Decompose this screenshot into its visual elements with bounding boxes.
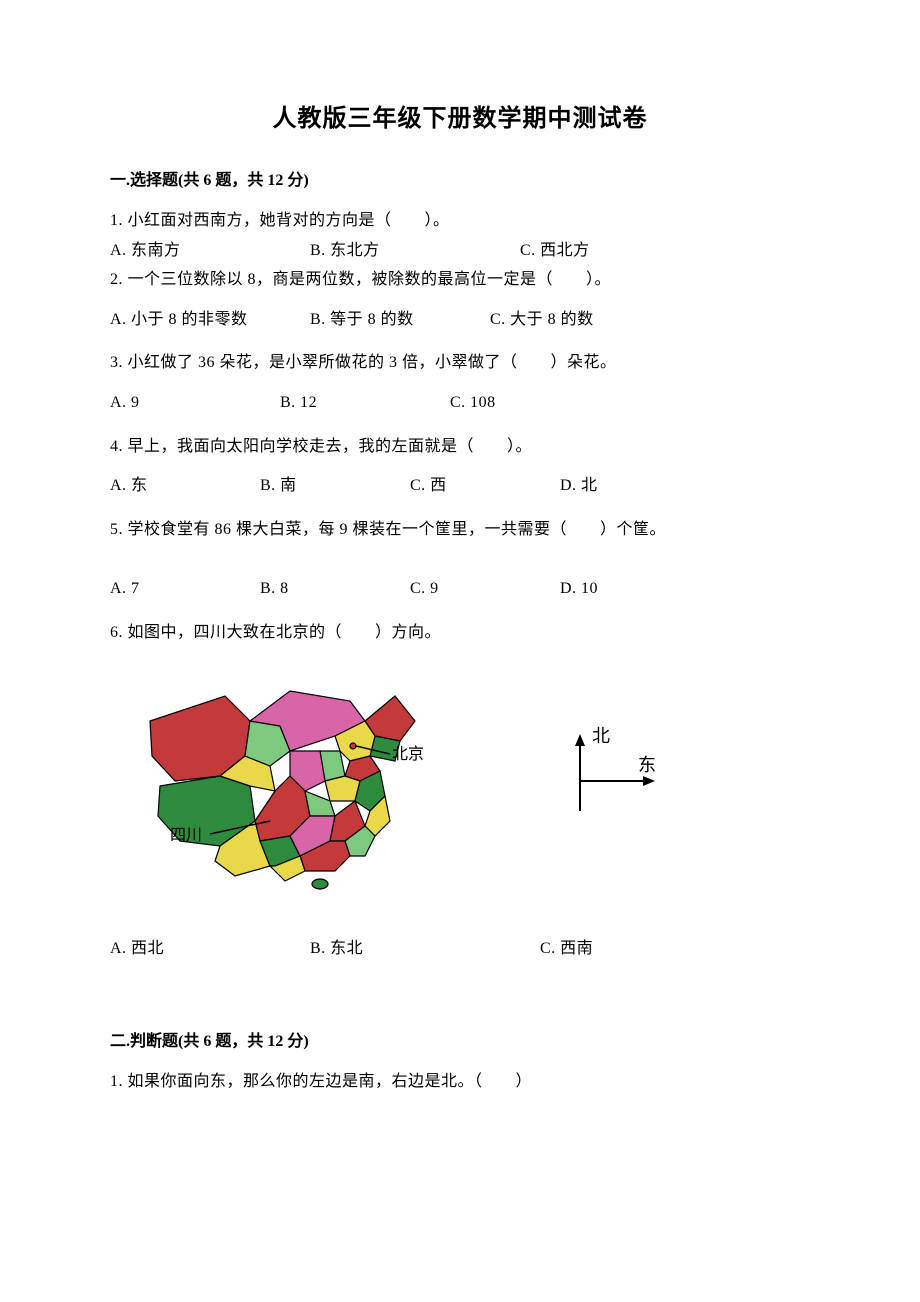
- question-6-options: A. 西北 B. 东北 C. 西南: [110, 936, 810, 962]
- question-1: 1. 小红面对西南方，她背对的方向是（ ）。: [110, 208, 810, 234]
- option-b: B. 东北: [310, 936, 540, 962]
- question-6-figure: 北京 四川 北 东: [140, 666, 810, 896]
- question-3: 3. 小红做了 36 朵花，是小翠所做花的 3 倍，小翠做了（ ）朵花。: [110, 350, 810, 376]
- option-c: C. 108: [450, 390, 496, 416]
- question-5: 5. 学校食堂有 86 棵大白菜，每 9 棵装在一个筐里，一共需要（ ）个筐。: [110, 517, 810, 543]
- option-c: C. 西北方: [520, 238, 590, 264]
- option-b: B. 8: [260, 576, 410, 602]
- section2-question-1: 1. 如果你面向东，那么你的左边是南，右边是北。（ ）: [110, 1069, 810, 1095]
- option-c: C. 西南: [540, 936, 593, 962]
- option-d: D. 北: [560, 473, 710, 499]
- option-a: A. 东南方: [110, 238, 310, 264]
- option-a: A. 7: [110, 576, 260, 602]
- option-b: B. 东北方: [310, 238, 520, 264]
- option-c: C. 大于 8 的数: [490, 307, 594, 333]
- question-2: 2. 一个三位数除以 8，商是两位数，被除数的最高位一定是（ ）。: [110, 267, 810, 293]
- option-d: D. 10: [560, 576, 710, 602]
- compass-north-label: 北: [592, 726, 610, 746]
- option-a: A. 9: [110, 390, 280, 416]
- section-2-header: 二.判断题(共 6 题，共 12 分): [110, 1029, 810, 1055]
- option-a: A. 西北: [110, 936, 310, 962]
- question-6: 6. 如图中，四川大致在北京的（ ）方向。: [110, 620, 810, 646]
- option-c: C. 9: [410, 576, 560, 602]
- question-4: 4. 早上，我面向太阳向学校走去，我的左面就是（ ）。: [110, 434, 810, 460]
- option-c: C. 西: [410, 473, 560, 499]
- question-2-options: A. 小于 8 的非零数 B. 等于 8 的数 C. 大于 8 的数: [110, 307, 810, 333]
- compass-east-label: 东: [638, 755, 656, 775]
- map-label-sichuan: 四川: [170, 827, 202, 844]
- question-1-options: A. 东南方 B. 东北方 C. 西北方: [110, 238, 810, 264]
- option-b: B. 南: [260, 473, 410, 499]
- option-a: A. 东: [110, 473, 260, 499]
- compass-icon: 北 东: [530, 716, 660, 846]
- question-4-options: A. 东 B. 南 C. 西 D. 北: [110, 473, 810, 499]
- china-map: 北京 四川: [140, 666, 430, 896]
- option-a: A. 小于 8 的非零数: [110, 307, 310, 333]
- map-label-beijing: 北京: [392, 745, 424, 763]
- question-5-options: A. 7 B. 8 C. 9 D. 10: [110, 576, 810, 602]
- question-3-options: A. 9 B. 12 C. 108: [110, 390, 810, 416]
- section-1-header: 一.选择题(共 6 题，共 12 分): [110, 168, 810, 194]
- page-title: 人教版三年级下册数学期中测试卷: [110, 100, 810, 138]
- option-b: B. 12: [280, 390, 450, 416]
- option-b: B. 等于 8 的数: [310, 307, 490, 333]
